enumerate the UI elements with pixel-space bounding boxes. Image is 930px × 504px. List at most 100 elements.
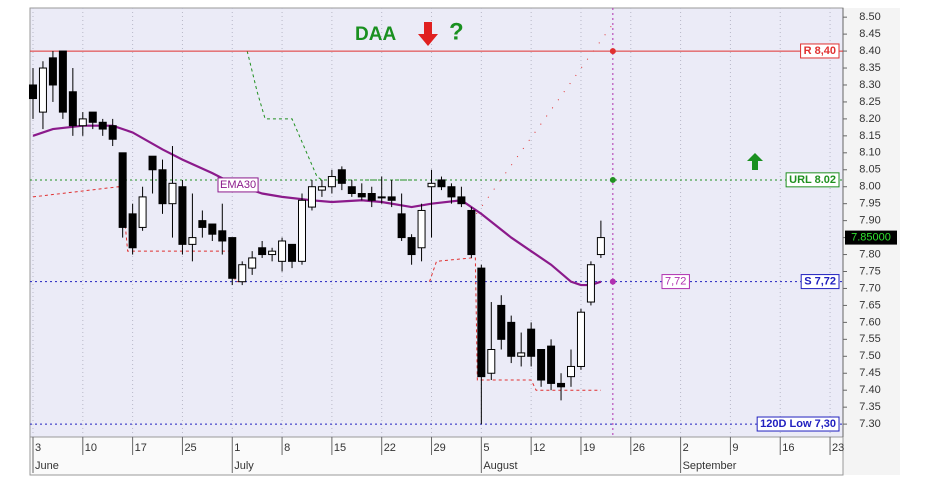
candle-body — [417, 209, 426, 249]
x-tick-label: 1 — [234, 442, 240, 454]
candle-body — [68, 91, 77, 127]
candle-body — [317, 186, 326, 191]
candle-body — [138, 196, 147, 228]
stop-line — [429, 257, 601, 391]
candle-body — [457, 196, 466, 205]
candle-body — [497, 304, 506, 340]
month-label: June — [35, 460, 59, 472]
y-tick-label: 8.40 — [859, 45, 880, 57]
x-tick-label: 25 — [184, 442, 196, 454]
y-tick-label: 8.25 — [859, 96, 880, 108]
candle-body — [517, 352, 526, 357]
candle-body — [158, 169, 167, 205]
x-tick-label: 9 — [732, 442, 738, 454]
month-label: September — [683, 460, 737, 472]
x-tick-label: 12 — [533, 442, 545, 454]
candle-body — [487, 349, 496, 374]
candle-body — [297, 199, 306, 262]
y-tick-label: 8.10 — [859, 147, 880, 159]
cursor-label-box — [661, 274, 690, 290]
candle-body — [357, 193, 366, 198]
y-tick-label: 7.80 — [859, 248, 880, 260]
level-label-box — [800, 43, 840, 59]
candle-body — [427, 182, 436, 188]
level-label: URL 8.02 — [789, 174, 836, 186]
candle-body — [48, 57, 57, 86]
level-label: S 7,72 — [804, 276, 836, 288]
candle-body — [507, 321, 516, 357]
y-tick-label: 7.45 — [859, 367, 880, 379]
candle-body — [128, 213, 137, 249]
cursor-dot — [609, 48, 616, 55]
y-tick-label: 7.55 — [859, 333, 880, 345]
cursor-label: 7,72 — [665, 276, 686, 288]
level-label-box — [800, 274, 840, 290]
candle-body — [576, 311, 585, 367]
y-tick-label: 7.75 — [859, 265, 880, 277]
x-tick-label: 17 — [135, 442, 147, 454]
candle-body — [258, 247, 267, 256]
candle-body — [218, 230, 227, 242]
last-price-label: 7.85000 — [851, 231, 891, 243]
candle-body — [228, 237, 237, 279]
candle-body — [547, 345, 556, 384]
x-tick-label: 16 — [782, 442, 794, 454]
y-tick-label: 7.65 — [859, 299, 880, 311]
x-tick-label: 22 — [384, 442, 396, 454]
candle-body — [586, 264, 595, 303]
candle-body — [148, 155, 157, 171]
ema-label: EMA30 — [220, 179, 256, 191]
candle-body — [208, 223, 217, 235]
candle-body — [118, 152, 127, 228]
candle-body — [407, 237, 416, 256]
candle-body — [477, 267, 486, 378]
candle-body — [58, 50, 67, 113]
month-label: August — [483, 460, 517, 472]
ema-label-box — [217, 177, 259, 193]
month-label: July — [234, 460, 254, 472]
y-tick-label: 7.30 — [859, 418, 880, 430]
y-tick-label: 8.30 — [859, 79, 880, 91]
x-tick-label: 15 — [334, 442, 346, 454]
candle-body — [28, 84, 37, 100]
candle-body — [557, 382, 566, 388]
level-label: 120D Low 7,30 — [760, 418, 836, 430]
y-tick-label: 7.35 — [859, 401, 880, 413]
level-label-box — [785, 172, 840, 188]
y-tick-label: 8.45 — [859, 28, 880, 40]
x-tick-label: 3 — [35, 442, 41, 454]
x-tick-label: 29 — [434, 442, 446, 454]
candle-body — [387, 196, 396, 201]
candle-body — [268, 250, 277, 256]
y-tick-label: 7.50 — [859, 350, 880, 362]
y-tick-label: 8.15 — [859, 130, 880, 142]
candle-body — [327, 176, 336, 188]
y-tick-label: 7.95 — [859, 198, 880, 210]
plot-area — [29, 7, 844, 438]
chart-title: DAA — [355, 24, 396, 45]
x-tick-label: 19 — [583, 442, 595, 454]
level-label-box — [756, 416, 840, 432]
candle-body — [198, 220, 207, 228]
up-arrow — [747, 153, 763, 170]
x-tick-label: 26 — [633, 442, 645, 454]
candle-body — [367, 193, 376, 201]
candle-body — [307, 186, 316, 208]
y-tick-label: 8.00 — [859, 181, 880, 193]
x-axis-area — [29, 436, 844, 476]
candle-body — [98, 121, 107, 130]
candle-body — [178, 186, 187, 245]
cursor-dot — [609, 176, 616, 183]
candle-body — [467, 209, 476, 256]
y-tick-label: 8.20 — [859, 113, 880, 125]
question-mark: ? — [449, 18, 464, 45]
cursor-dot — [609, 278, 616, 285]
x-tick-label: 5 — [483, 442, 489, 454]
candle-body — [278, 240, 287, 262]
candle-body — [168, 182, 177, 205]
y-tick-label: 7.40 — [859, 384, 880, 396]
candle-body — [337, 169, 346, 184]
last-price-box — [845, 230, 897, 245]
y-tick-label: 7.60 — [859, 316, 880, 328]
